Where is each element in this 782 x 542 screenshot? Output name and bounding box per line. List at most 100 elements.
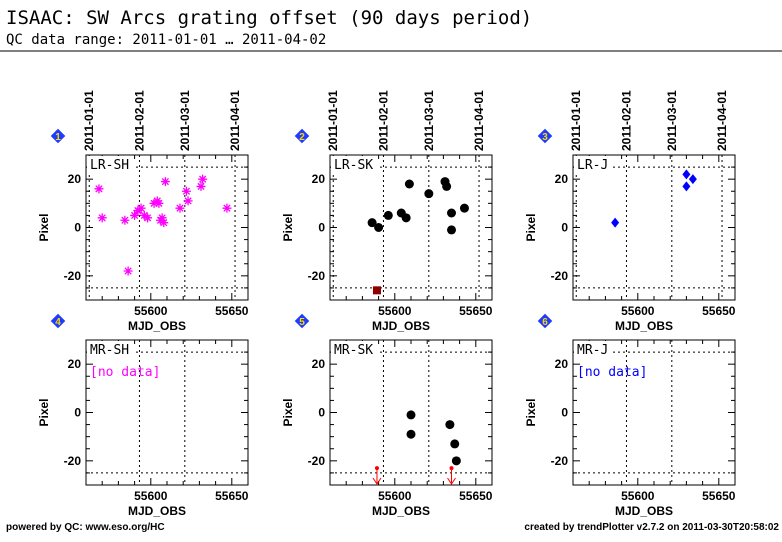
data-point xyxy=(198,174,208,184)
panel-label-bg xyxy=(87,156,133,172)
panel-label: LR-SK xyxy=(334,158,373,173)
date-tick-label: 2011-02-01 xyxy=(132,90,146,151)
y-axis-label: Pixel xyxy=(281,213,295,241)
panel-badge-number: 4 xyxy=(55,317,61,328)
y-tick-label: -20 xyxy=(308,269,326,283)
data-point xyxy=(447,225,456,235)
y-tick-label: -20 xyxy=(308,454,326,468)
x-tick-label: 55600 xyxy=(378,489,412,503)
date-tick-label: 2011-01-01 xyxy=(326,90,340,151)
y-axis-label: Pixel xyxy=(37,213,51,241)
date-tick-label: 2011-04-01 xyxy=(472,90,486,151)
panel-label: MR-J xyxy=(577,343,608,358)
date-tick-label: 2011-03-01 xyxy=(665,90,679,151)
panel-label: MR-SH xyxy=(90,343,129,358)
x-tick-label: 55600 xyxy=(134,304,168,318)
data-point xyxy=(404,179,414,189)
data-point xyxy=(459,203,469,213)
date-tick-label: 2011-02-01 xyxy=(376,90,390,151)
data-point xyxy=(688,174,697,185)
outlier-arrow-head xyxy=(372,477,382,485)
plot-frame xyxy=(572,339,736,486)
panel-label-bg xyxy=(87,341,133,357)
plot-frame xyxy=(329,154,493,301)
no-data-label: [no data] xyxy=(90,365,160,380)
x-tick-label: 55600 xyxy=(134,489,168,503)
panel-badge-number: 2 xyxy=(299,132,305,143)
x-axis-label: MJD_OBS xyxy=(128,319,186,333)
page-title: ISAAC: SW Arcs grating offset (90 days p… xyxy=(6,7,532,29)
data-point xyxy=(222,203,232,213)
data-point xyxy=(401,213,411,223)
date-tick-label: 2011-04-01 xyxy=(715,90,729,151)
date-tick-label: 2011-01-01 xyxy=(82,90,96,151)
chart-panel-3: 55600 55650 -20 0 20 MJD_OBS Pixel 2011-01-01 20… xyxy=(524,90,736,333)
date-tick-label: 2011-03-01 xyxy=(422,90,436,151)
date-tick-label: 2011-03-01 xyxy=(178,90,192,151)
x-axis-label: MJD_OBS xyxy=(372,319,430,333)
data-point xyxy=(611,217,620,228)
x-tick-label: 55650 xyxy=(702,489,736,503)
panel-badge-icon xyxy=(536,312,554,330)
y-tick-label: 0 xyxy=(318,221,325,235)
panel-badge-number: 5 xyxy=(299,317,305,328)
data-point xyxy=(120,215,130,225)
x-tick-label: 55650 xyxy=(459,304,493,318)
panel-badge-number: 6 xyxy=(542,317,548,328)
data-point xyxy=(374,223,384,232)
y-tick-label: 0 xyxy=(74,406,81,420)
data-point xyxy=(159,218,169,228)
data-point xyxy=(682,169,691,180)
date-tick-label: 2011-04-01 xyxy=(228,90,242,151)
data-point xyxy=(447,208,456,218)
data-point xyxy=(445,420,455,430)
data-point xyxy=(442,181,452,191)
y-tick-label: -20 xyxy=(551,454,569,468)
panel-badge-icon xyxy=(49,127,67,145)
data-point xyxy=(383,210,393,220)
x-tick-label: 55650 xyxy=(702,304,736,318)
panel-badge-number: 3 xyxy=(542,132,548,143)
data-point xyxy=(123,266,133,276)
panel-label: MR-SK xyxy=(334,343,373,358)
y-tick-label: 20 xyxy=(555,172,569,186)
data-point xyxy=(175,203,185,213)
outlier-point xyxy=(372,286,381,295)
footer-created-by: created by trendPlotter v2.7.2 on 2011-0… xyxy=(524,522,779,533)
data-point xyxy=(154,198,164,208)
no-data-label: [no data] xyxy=(577,365,647,380)
panel-label-bg xyxy=(331,156,377,172)
panel-label-bg xyxy=(574,341,612,357)
chart-panel-2: 55600 55650 -20 0 20 MJD_OBS Pixel 2011-01-01 20… xyxy=(281,90,493,333)
data-point xyxy=(94,184,104,194)
x-tick-label: 55650 xyxy=(459,489,493,503)
x-tick-label: 55600 xyxy=(621,304,655,318)
y-tick-label: 20 xyxy=(68,172,82,186)
chart-panel-1: 55600 55650 -20 0 20 MJD_OBS Pixel 2011-01-01 20… xyxy=(37,90,249,333)
data-point xyxy=(183,196,193,206)
y-axis-label: Pixel xyxy=(281,398,295,426)
panel-badge-icon xyxy=(293,312,311,330)
y-tick-label: -20 xyxy=(64,269,82,283)
x-axis-label: MJD_OBS xyxy=(128,504,186,518)
y-tick-label: 20 xyxy=(68,357,82,371)
y-tick-label: 0 xyxy=(74,221,81,235)
panel-label-bg xyxy=(331,341,377,357)
x-tick-label: 55650 xyxy=(215,304,249,318)
data-point xyxy=(451,456,461,466)
panel-label: LR-J xyxy=(577,158,608,173)
data-point xyxy=(130,210,140,220)
y-tick-label: 0 xyxy=(561,221,568,235)
outlier-arrow-head xyxy=(447,477,456,485)
x-axis-label: MJD_OBS xyxy=(372,504,430,518)
panel-label: LR-SH xyxy=(90,158,129,173)
y-tick-label: -20 xyxy=(64,454,82,468)
footer-powered-by: powered by QC: www.eso.org/HC xyxy=(6,522,165,533)
y-tick-label: 20 xyxy=(555,357,569,371)
data-point xyxy=(196,181,206,191)
x-axis-label: MJD_OBS xyxy=(615,504,673,518)
date-tick-label: 2011-02-01 xyxy=(619,90,633,151)
plot-frame xyxy=(85,339,249,486)
x-tick-label: 55600 xyxy=(378,304,412,318)
